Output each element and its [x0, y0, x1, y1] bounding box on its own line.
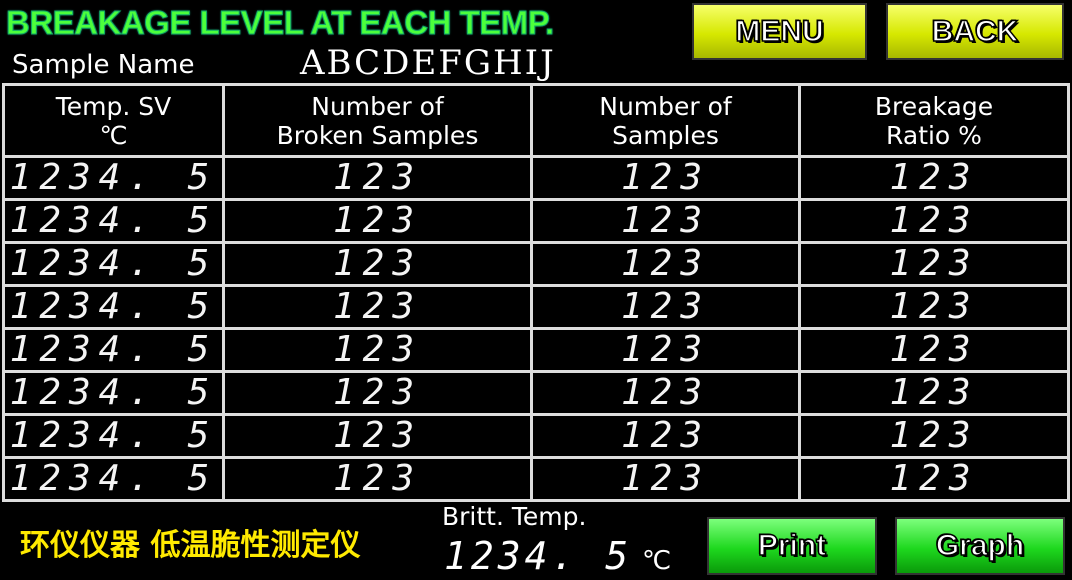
table-cell[interactable]: 123 — [222, 456, 533, 502]
table-cell[interactable]: 123 — [222, 327, 533, 373]
table-cell[interactable]: 123 — [530, 155, 801, 201]
table-row: 1234. 5 123 123 123 — [2, 284, 1070, 330]
table-row: 1234. 5 123 123 123 — [2, 327, 1070, 373]
table-cell[interactable]: 123 — [530, 198, 801, 244]
table-cell[interactable]: 123 — [798, 456, 1070, 502]
column-header: Number of Samples — [530, 83, 801, 158]
table-cell[interactable]: 1234. 5 — [2, 327, 225, 373]
graph-button[interactable]: Graph — [895, 517, 1065, 575]
breakage-table: Temp. SV ℃ Number of Broken Samples Number… — [2, 83, 1070, 502]
column-header: Temp. SV ℃ — [2, 83, 225, 158]
table-cell[interactable]: 1234. 5 — [2, 370, 225, 416]
table-cell[interactable]: 123 — [222, 370, 533, 416]
table-cell[interactable]: 1234. 5 — [2, 241, 225, 287]
table-cell[interactable]: 123 — [530, 284, 801, 330]
table-cell[interactable]: 123 — [798, 241, 1070, 287]
table-cell[interactable]: 123 — [530, 370, 801, 416]
header-row: Temp. SV ℃ Number of Broken Samples Number… — [2, 83, 1070, 158]
table-row: 1234. 5 123 123 123 — [2, 155, 1070, 201]
column-header: Number of Broken Samples — [222, 83, 533, 158]
britt-temp-value: 1234. 5 — [444, 534, 633, 578]
table-cell[interactable]: 123 — [530, 456, 801, 502]
back-button[interactable]: BACK — [886, 3, 1064, 60]
sample-name-value: ABCDEFGHIJ — [300, 43, 556, 83]
table-cell[interactable]: 123 — [798, 370, 1070, 416]
table-cell[interactable]: 1234. 5 — [2, 413, 225, 459]
column-header: Breakage Ratio % — [798, 83, 1070, 158]
table-cell[interactable]: 123 — [798, 327, 1070, 373]
table-cell[interactable]: 1234. 5 — [2, 198, 225, 244]
britt-temp-label: Britt. Temp. — [442, 502, 587, 531]
page-title: BREAKAGE LEVEL AT EACH TEMP. — [6, 4, 555, 42]
table-cell[interactable]: 1234. 5 — [2, 284, 225, 330]
table-cell[interactable]: 123 — [530, 413, 801, 459]
table-cell[interactable]: 1234. 5 — [2, 456, 225, 502]
table-cell[interactable]: 123 — [530, 327, 801, 373]
table-cell[interactable]: 1234. 5 — [2, 155, 225, 201]
table-cell[interactable]: 123 — [798, 284, 1070, 330]
table-cell[interactable]: 123 — [222, 198, 533, 244]
print-button[interactable]: Print — [707, 517, 877, 575]
watermark: 环仪仪器 低温脆性测定仪 — [20, 528, 361, 563]
britt-temp-unit: ℃ — [642, 546, 672, 576]
table-row: 1234. 5 123 123 123 — [2, 241, 1070, 287]
menu-button[interactable]: MENU — [692, 3, 867, 60]
table-row: 1234. 5 123 123 123 — [2, 413, 1070, 459]
table-cell[interactable]: 123 — [222, 413, 533, 459]
table-cell[interactable]: 123 — [222, 284, 533, 330]
table-row: 1234. 5 123 123 123 — [2, 370, 1070, 416]
table-cell[interactable]: 123 — [530, 241, 801, 287]
table-cell[interactable]: 123 — [222, 241, 533, 287]
sample-name-label: Sample Name — [12, 50, 195, 80]
table-row: 1234. 5 123 123 123 — [2, 456, 1070, 502]
table-cell[interactable]: 123 — [798, 413, 1070, 459]
table-cell[interactable]: 123 — [798, 198, 1070, 244]
table-row: 1234. 5 123 123 123 — [2, 198, 1070, 244]
table-cell[interactable]: 123 — [222, 155, 533, 201]
table-cell[interactable]: 123 — [798, 155, 1070, 201]
